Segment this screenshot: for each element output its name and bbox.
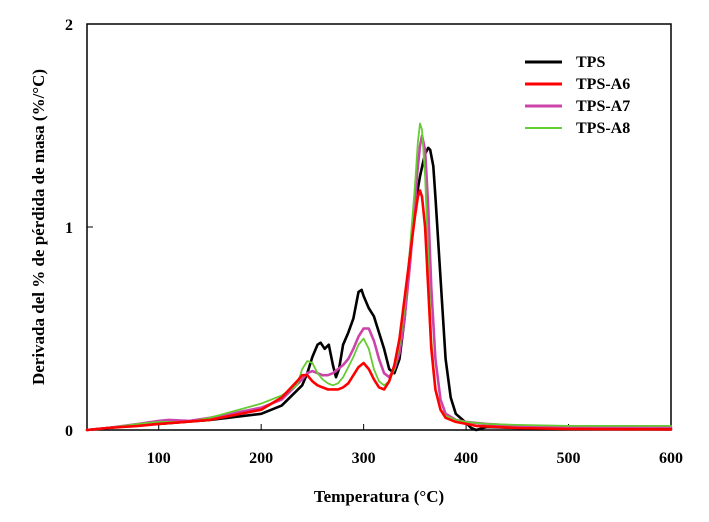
series-line-tps-a6 — [85, 189, 673, 432]
x-tick-label: 500 — [557, 450, 581, 467]
x-tick-label: 300 — [352, 450, 376, 467]
x-tick-label: 400 — [454, 450, 478, 467]
y-axis-title: Derivada del % de pérdida de masa (%/°C) — [29, 69, 48, 385]
y-axis-ticks: 0 1 2 — [65, 17, 93, 440]
x-tick-label: 200 — [249, 450, 273, 467]
y-tick-label: 1 — [65, 220, 73, 237]
legend-label: TPS-A7 — [576, 98, 630, 115]
legend-label: TPS-A8 — [576, 120, 630, 137]
y-tick-label: 2 — [65, 17, 73, 34]
series-line-tps-a8 — [86, 122, 672, 431]
x-tick-label: 600 — [659, 450, 683, 467]
x-axis-title: Temperatura (°C) — [314, 487, 444, 506]
y-tick-label: 0 — [65, 423, 73, 440]
legend: TPS TPS-A6 TPS-A7 TPS-A8 — [525, 54, 630, 137]
legend-label: TPS-A6 — [576, 76, 630, 93]
series-line-tps — [85, 146, 673, 432]
x-tick-label: 100 — [147, 450, 171, 467]
series-lines — [85, 122, 673, 432]
legend-label: TPS — [576, 54, 605, 71]
